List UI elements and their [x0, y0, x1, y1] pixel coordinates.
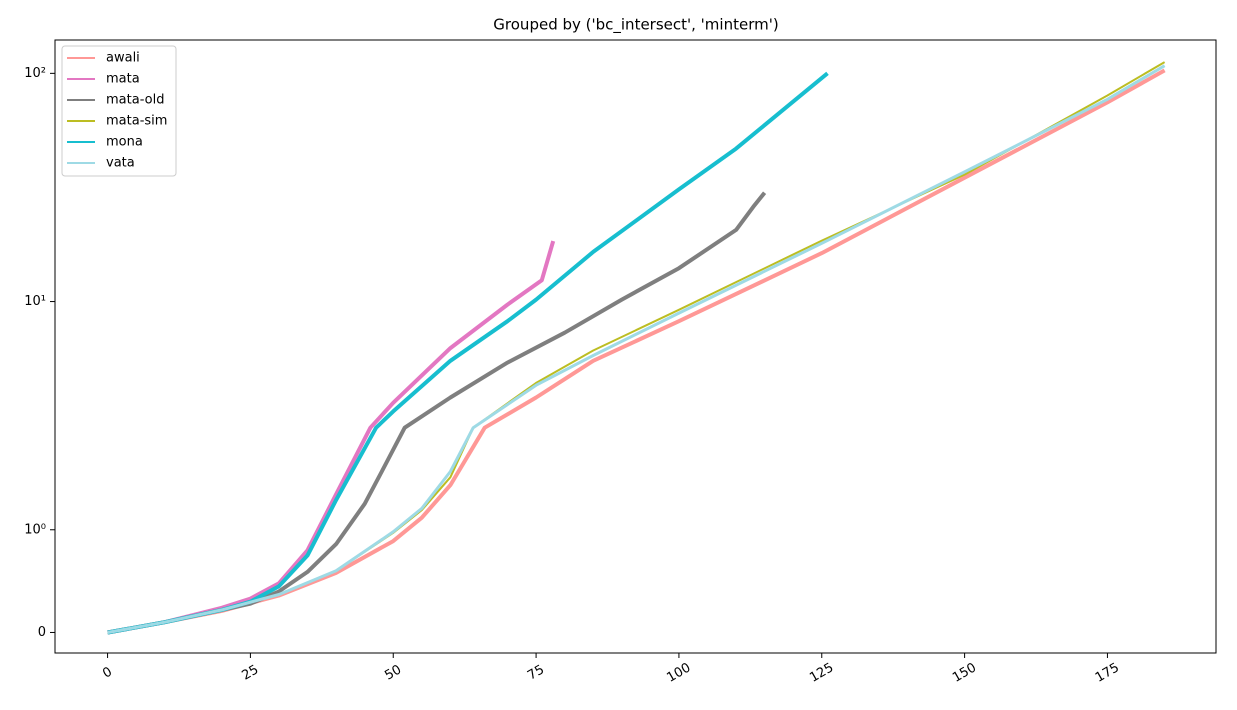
legend-label: vata [106, 156, 135, 171]
plot-frame [54, 39, 1217, 654]
legend-label: mata [106, 72, 140, 87]
line [107, 240, 556, 635]
chart-title: Grouped by ('bc_intersect', 'minterm') [493, 16, 778, 35]
y-tick-label: 10² [24, 66, 46, 81]
legend-label: awali [106, 51, 140, 66]
x-tick-label: 25 [239, 662, 261, 683]
legend-label: mata-old [106, 93, 164, 108]
legend-label: mata-sim [106, 114, 167, 129]
y-tick-label: 0 [38, 625, 46, 640]
line [107, 64, 1166, 634]
x-tick-label: 75 [525, 662, 547, 683]
y-tick-label: 10¹ [24, 294, 46, 309]
legend-label: mona [106, 135, 143, 150]
x-tick-label: 50 [382, 662, 404, 683]
y-tick-label: 10⁰ [24, 522, 46, 537]
